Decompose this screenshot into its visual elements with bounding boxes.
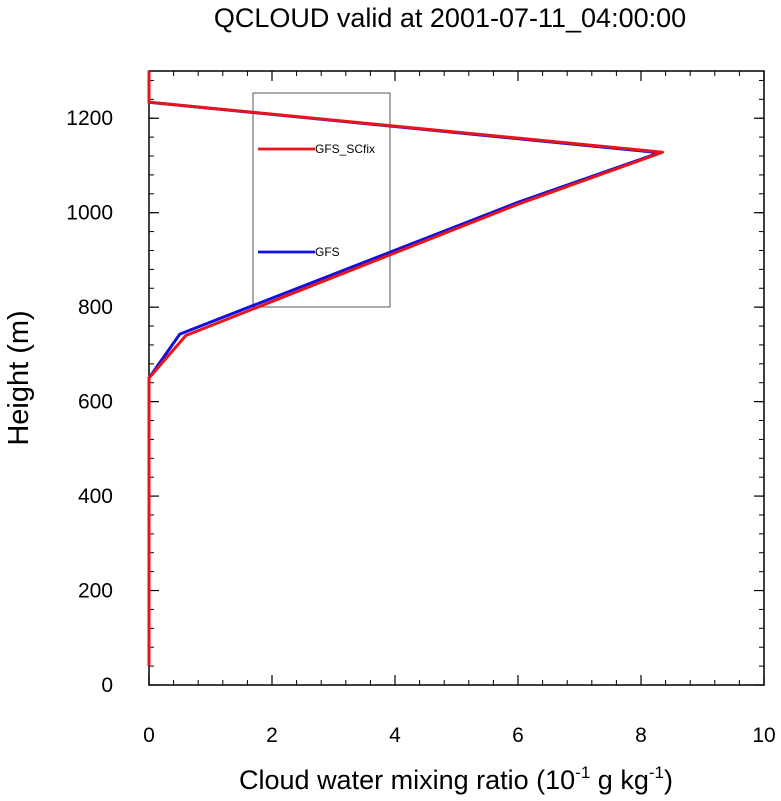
y-tick-label: 400 xyxy=(78,485,113,508)
y-tick-label: 800 xyxy=(78,296,113,319)
y-tick-label: 1200 xyxy=(66,107,113,130)
series-line-gfs xyxy=(147,71,661,667)
y-tick-label: 200 xyxy=(78,580,113,603)
axis-ticks xyxy=(148,71,765,686)
x-tick-label: 4 xyxy=(389,724,401,747)
legend-box xyxy=(252,92,391,308)
chart-title: QCLOUD valid at 2001-07-11_04:00:00 xyxy=(214,3,686,33)
axis-tick-labels: 0 2 4 6 8 10 0 200 400 600 800 1000 1200 xyxy=(66,107,775,747)
x-tick-label: 2 xyxy=(266,724,278,747)
x-tick-label: 6 xyxy=(512,724,524,747)
x-tick-label: 0 xyxy=(143,724,155,747)
series-lines xyxy=(147,71,664,667)
y-tick-label: 0 xyxy=(101,674,113,697)
x-axis-label: Cloud water mixing ratio (10-1 g kg-1) xyxy=(239,763,673,795)
legend: GFS_SCfix GFS xyxy=(252,92,391,308)
y-tick-label: 1000 xyxy=(66,202,113,225)
y-tick-label: 600 xyxy=(78,391,113,414)
series-line-gfs-scfix xyxy=(147,71,664,667)
x-tick-label: 10 xyxy=(752,724,775,747)
legend-label: GFS_SCfix xyxy=(315,142,375,156)
legend-label: GFS xyxy=(315,245,340,259)
y-axis-label: Height (m) xyxy=(3,310,35,445)
x-tick-label: 8 xyxy=(635,724,647,747)
plot-area xyxy=(148,70,765,686)
